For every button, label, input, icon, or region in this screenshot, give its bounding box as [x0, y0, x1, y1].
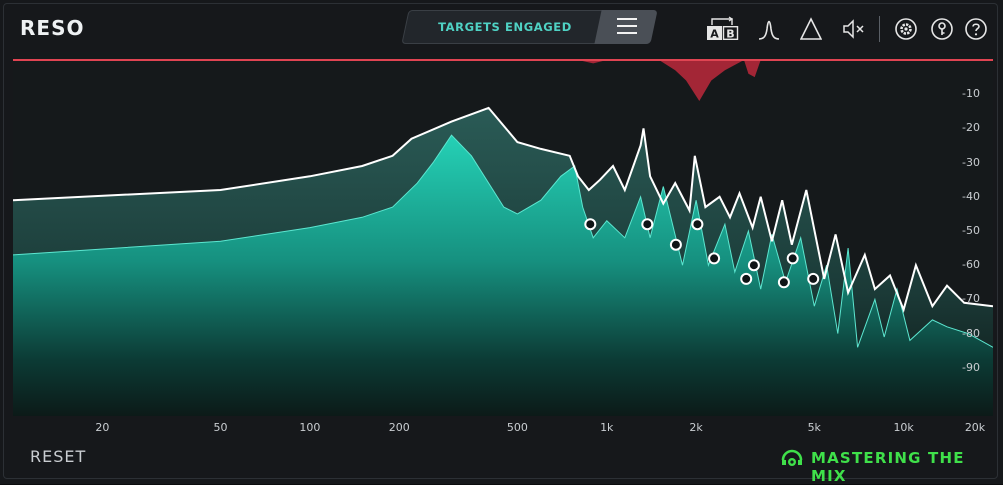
resonance-node[interactable]: [740, 272, 753, 285]
db-tick-label: -10: [962, 87, 980, 101]
window-frame: [3, 3, 998, 479]
resonance-node[interactable]: [669, 238, 682, 251]
gear-icon[interactable]: [894, 16, 918, 42]
freq-tick-label: 20k: [964, 421, 986, 434]
key-icon[interactable]: [930, 16, 954, 42]
resonance-node[interactable]: [691, 218, 704, 231]
ab-label-b: B: [726, 28, 734, 41]
db-tick-label: -80: [962, 326, 980, 340]
freq-tick-label: 5k: [807, 421, 821, 434]
help-icon[interactable]: [964, 16, 988, 42]
db-tick-label: -90: [962, 360, 980, 374]
freq-tick-label: 1k: [600, 421, 614, 434]
freq-tick-label: 2k: [689, 421, 703, 434]
resonance-node[interactable]: [807, 272, 820, 285]
processed-spectrum-area: [13, 135, 993, 416]
db-tick-label: -40: [962, 189, 980, 203]
resonance-node[interactable]: [747, 259, 760, 272]
resonance-node[interactable]: [786, 252, 799, 265]
freq-tick-label: 10k: [893, 421, 914, 434]
brand-label: MASTERING THE MIX: [811, 449, 965, 485]
freq-tick-label: 500: [506, 421, 528, 434]
freq-tick-label: 200: [388, 421, 410, 434]
freq-tick-label: 100: [299, 421, 321, 434]
ab-label-a: A: [710, 28, 719, 41]
peak-spectrum-line: [13, 106, 993, 313]
resonance-node[interactable]: [777, 276, 790, 289]
targets-engaged-label: TARGETS ENGAGED: [438, 20, 572, 34]
reset-button[interactable]: RESET: [30, 447, 87, 466]
resonance-node[interactable]: [708, 252, 721, 265]
toolbar-divider: [879, 16, 880, 42]
resonance-nodes: [584, 218, 820, 289]
resonance-node[interactable]: [641, 218, 654, 231]
hamburger-icon[interactable]: [617, 18, 637, 36]
freq-tick-label: 20: [95, 421, 110, 434]
spectrum-analyzer[interactable]: [13, 52, 993, 416]
db-tick-label: -70: [962, 292, 980, 306]
db-tick-label: -50: [962, 224, 980, 237]
freq-tick-label: 50: [213, 421, 228, 434]
db-tick-label: -30: [962, 155, 980, 169]
db-tick-label: -60: [962, 258, 980, 272]
bell-curve-icon[interactable]: [758, 16, 780, 42]
top-bar: RESO TARGETS ENGAGED A B: [0, 0, 1003, 58]
processed-spectrum-line: [13, 134, 993, 348]
db-tick-label: -20: [962, 121, 980, 135]
ab-compare-icon[interactable]: A B: [706, 16, 740, 42]
resonance-node[interactable]: [584, 218, 597, 231]
app-title: RESO: [20, 16, 85, 40]
reduction-curve-area: [13, 60, 993, 101]
targets-engaged-button[interactable]: TARGETS ENGAGED: [401, 10, 609, 44]
mastering-the-mix-logo-icon: [781, 449, 803, 466]
speaker-mute-icon[interactable]: [842, 16, 866, 42]
triangle-icon[interactable]: [800, 16, 822, 42]
